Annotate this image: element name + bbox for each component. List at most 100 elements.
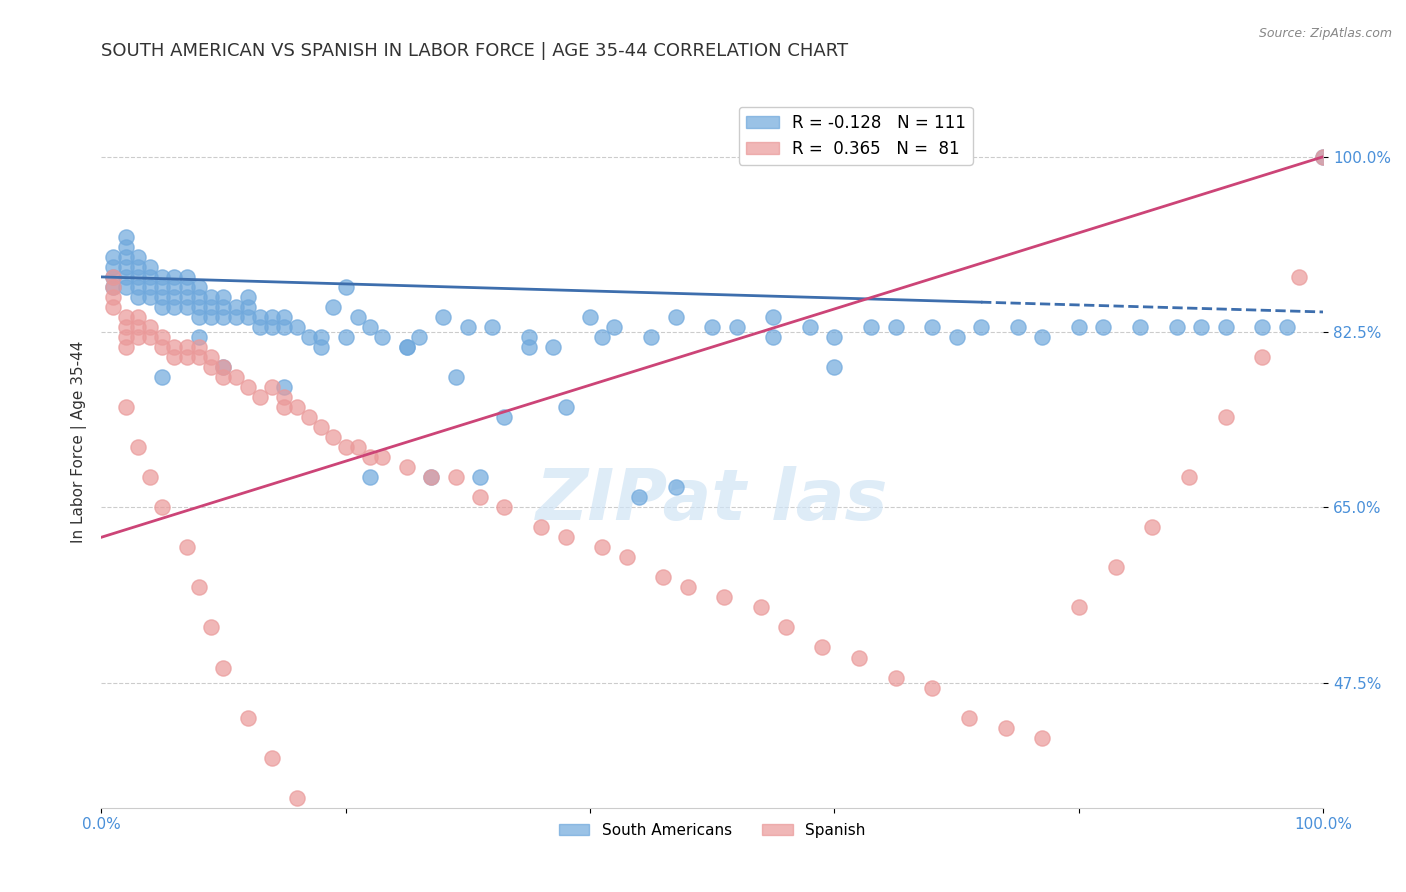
Point — [359, 320, 381, 334]
Point — [187, 300, 209, 314]
Point — [298, 410, 321, 425]
Point — [127, 250, 149, 264]
Point — [1129, 320, 1152, 334]
Point — [139, 280, 162, 294]
Point — [335, 280, 357, 294]
Point — [371, 450, 394, 465]
Point — [176, 350, 198, 364]
Point — [187, 581, 209, 595]
Point — [1251, 320, 1274, 334]
Point — [457, 320, 479, 334]
Point — [139, 320, 162, 334]
Text: ZIPat las: ZIPat las — [536, 467, 889, 535]
Point — [163, 300, 186, 314]
Point — [579, 310, 602, 324]
Point — [1166, 320, 1188, 334]
Point — [262, 320, 284, 334]
Point — [114, 320, 136, 334]
Point — [884, 671, 907, 685]
Point — [762, 310, 785, 324]
Point — [176, 290, 198, 304]
Point — [150, 330, 173, 344]
Point — [150, 340, 173, 354]
Point — [187, 280, 209, 294]
Point — [114, 269, 136, 284]
Point — [517, 340, 540, 354]
Point — [309, 340, 332, 354]
Point — [749, 600, 772, 615]
Point — [127, 269, 149, 284]
Point — [1312, 150, 1334, 164]
Point — [309, 330, 332, 344]
Point — [127, 280, 149, 294]
Point — [139, 260, 162, 274]
Point — [285, 320, 308, 334]
Point — [494, 410, 516, 425]
Point — [762, 330, 785, 344]
Point — [163, 290, 186, 304]
Point — [884, 320, 907, 334]
Point — [994, 721, 1017, 735]
Point — [212, 300, 235, 314]
Point — [1189, 320, 1212, 334]
Point — [775, 620, 797, 634]
Y-axis label: In Labor Force | Age 35-44: In Labor Force | Age 35-44 — [72, 341, 87, 543]
Point — [517, 330, 540, 344]
Point — [150, 280, 173, 294]
Point — [395, 460, 418, 475]
Point — [139, 269, 162, 284]
Point — [114, 260, 136, 274]
Point — [212, 359, 235, 374]
Point — [298, 330, 321, 344]
Point — [652, 570, 675, 584]
Point — [1275, 320, 1298, 334]
Point — [921, 681, 943, 695]
Point — [150, 500, 173, 515]
Point — [114, 330, 136, 344]
Point — [1140, 520, 1163, 534]
Point — [150, 269, 173, 284]
Point — [640, 330, 662, 344]
Point — [236, 380, 259, 394]
Point — [322, 430, 344, 444]
Point — [1031, 330, 1053, 344]
Point — [823, 359, 845, 374]
Point — [335, 871, 357, 885]
Text: Source: ZipAtlas.com: Source: ZipAtlas.com — [1258, 27, 1392, 40]
Point — [420, 470, 443, 484]
Point — [114, 310, 136, 324]
Point — [1178, 470, 1201, 484]
Point — [187, 350, 209, 364]
Point — [200, 359, 222, 374]
Point — [139, 330, 162, 344]
Point — [494, 500, 516, 515]
Text: SOUTH AMERICAN VS SPANISH IN LABOR FORCE | AGE 35-44 CORRELATION CHART: SOUTH AMERICAN VS SPANISH IN LABOR FORCE… — [101, 42, 848, 60]
Point — [468, 470, 491, 484]
Point — [150, 300, 173, 314]
Point — [1104, 560, 1126, 574]
Point — [212, 660, 235, 674]
Point — [285, 400, 308, 414]
Point — [273, 390, 295, 404]
Point — [127, 310, 149, 324]
Point — [1007, 320, 1029, 334]
Point — [848, 650, 870, 665]
Point — [236, 300, 259, 314]
Point — [1092, 320, 1115, 334]
Point — [346, 440, 368, 454]
Point — [200, 350, 222, 364]
Point — [616, 550, 638, 565]
Point — [139, 470, 162, 484]
Point — [309, 420, 332, 434]
Point — [150, 370, 173, 384]
Point — [103, 260, 125, 274]
Point — [103, 269, 125, 284]
Point — [114, 250, 136, 264]
Point — [163, 350, 186, 364]
Point — [249, 310, 271, 324]
Point — [163, 269, 186, 284]
Point — [799, 320, 821, 334]
Point — [346, 310, 368, 324]
Point — [139, 290, 162, 304]
Point — [150, 290, 173, 304]
